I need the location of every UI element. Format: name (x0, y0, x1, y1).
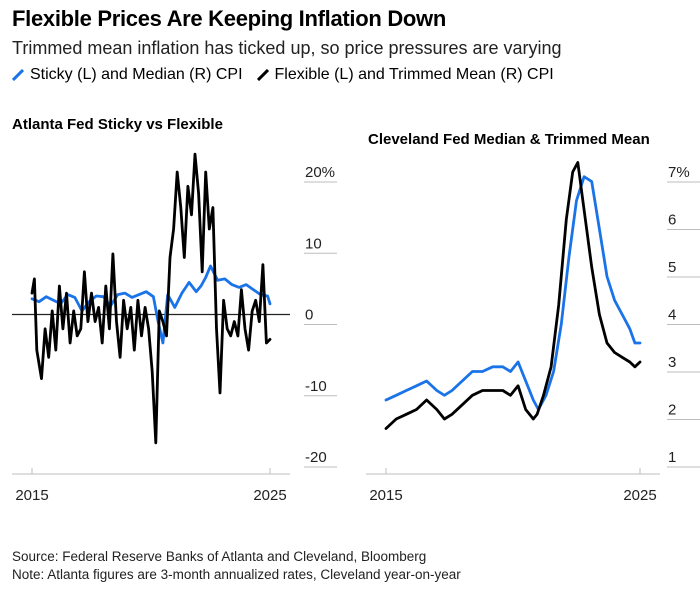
legend-label-sticky: Sticky (L) and Median (R) CPI (30, 66, 243, 83)
y-tick-label-cleveland-6: 1 (668, 449, 676, 466)
source-note: Source: Federal Reserve Banks of Atlanta… (12, 549, 427, 564)
legend-label-flexible: Flexible (L) and Trimmed Mean (R) CPI (274, 66, 554, 83)
y-tick-label-cleveland-3: 4 (668, 307, 676, 324)
y-tick-label-atlanta-0: 20% (305, 164, 335, 181)
y-tick-label-atlanta-3: -10 (305, 378, 327, 395)
series-line-atlanta-flexible-cpi (30, 152, 272, 445)
legend-swatch-blue-icon (12, 69, 24, 81)
legend-item-sticky: Sticky (L) and Median (R) CPI (12, 66, 243, 84)
x-tick-label-cleveland-0: 2015 (369, 487, 402, 504)
panel-title-cleveland: Cleveland Fed Median & Trimmed Mean (368, 131, 650, 148)
y-tick-label-cleveland-4: 3 (668, 354, 676, 371)
chart-subtitle: Trimmed mean inflation has ticked up, so… (12, 38, 562, 58)
y-tick-label-cleveland-2: 5 (668, 259, 676, 276)
y-tick-label-cleveland-5: 2 (668, 402, 676, 419)
legend-item-flexible: Flexible (L) and Trimmed Mean (R) CPI (256, 66, 554, 84)
legend-swatch-black-icon (256, 69, 269, 81)
panel-title-atlanta: Atlanta Fed Sticky vs Flexible (12, 116, 223, 133)
y-tick-label-cleveland-0: 7% (668, 164, 690, 181)
x-tick-label-cleveland-1: 2025 (623, 487, 656, 504)
series-line-cleveland-median-cpi (384, 175, 642, 411)
legend: Sticky (L) and Median (R) CPI Flexible (… (12, 66, 568, 84)
y-tick-label-cleveland-1: 6 (668, 212, 676, 229)
x-tick-label-atlanta-1: 2025 (253, 487, 286, 504)
x-tick-label-atlanta-0: 2015 (15, 487, 48, 504)
y-tick-label-atlanta-1: 10 (305, 235, 322, 252)
y-tick-label-atlanta-4: -20 (305, 449, 327, 466)
chart-title: Flexible Prices Are Keeping Inflation Do… (12, 6, 447, 31)
footnote: Note: Atlanta figures are 3-month annual… (12, 567, 461, 582)
y-tick-label-atlanta-2: 0 (305, 307, 313, 324)
series-line-cleveland-trimmed-mean-cpi (384, 161, 642, 430)
